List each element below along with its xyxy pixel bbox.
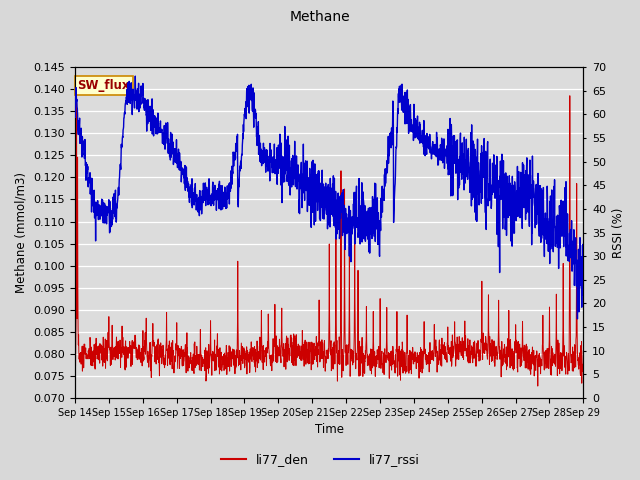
Y-axis label: Methane (mmol/m3): Methane (mmol/m3)	[15, 172, 28, 293]
X-axis label: Time: Time	[315, 423, 344, 436]
Legend: li77_den, li77_rssi: li77_den, li77_rssi	[216, 448, 424, 471]
Text: SW_flux: SW_flux	[77, 79, 130, 92]
Text: Methane: Methane	[290, 10, 350, 24]
Y-axis label: RSSI (%): RSSI (%)	[612, 207, 625, 258]
